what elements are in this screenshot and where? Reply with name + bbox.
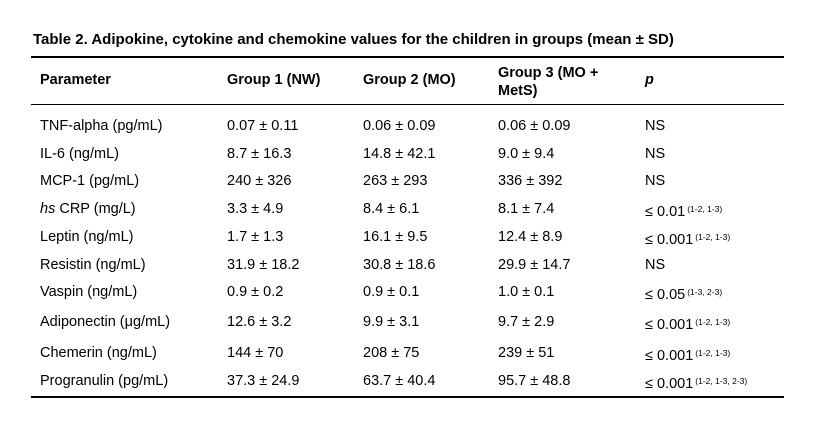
parameter-label: Progranulin (pg/mL) [40, 373, 169, 389]
row-7-parameter: Adiponectin (μg/mL) [40, 313, 170, 331]
p-value-comparisons: (1-2, 1-3, 2-3) [695, 376, 748, 386]
p-value-text: ≤ 0.001 [645, 317, 694, 333]
header-parameter: Parameter [40, 72, 111, 88]
row-6-p-value: ≤ 0.05 (1-3, 2-3) [645, 283, 722, 304]
row-7-p-value: ≤ 0.001 (1-2, 1-3) [645, 313, 730, 334]
row-6-group-3: 1.0 ± 0.1 [498, 284, 555, 300]
row-9-group-2: 63.7 ± 40.4 [363, 373, 436, 389]
parameter-label: MCP-1 (pg/mL) [40, 173, 140, 189]
row-6-group-1: 0.9 ± 0.2 [227, 284, 284, 300]
p-value-text: ≤ 0.001 [645, 348, 694, 364]
table-top-rule [31, 56, 784, 58]
parameter-label: Vaspin (ng/mL) [40, 284, 138, 300]
row-1-p-value: NS [645, 145, 665, 163]
header-group-2: Group 2 (MO) [363, 72, 456, 88]
p-value-comparisons: (1-3, 2-3) [687, 287, 723, 297]
row-3-group-2: 8.4 ± 6.1 [363, 201, 420, 217]
row-9-parameter: Progranulin (pg/mL) [40, 372, 168, 390]
row-1-parameter: IL-6 (ng/mL) [40, 145, 119, 163]
table-bottom-rule [31, 396, 784, 398]
row-2-group-2: 263 ± 293 [363, 173, 428, 189]
row-6-group-2: 0.9 ± 0.1 [363, 284, 420, 300]
parameter-label: IL-6 (ng/mL) [40, 146, 119, 162]
row-7-group-3: 9.7 ± 2.9 [498, 314, 555, 330]
header-group-3-line-2: MetS) [498, 83, 538, 99]
row-1-group-1: 8.7 ± 16.3 [227, 146, 292, 162]
parameter-label: TNF-alpha (pg/mL) [40, 118, 163, 134]
row-4-group-1: 1.7 ± 1.3 [227, 229, 284, 245]
p-value-comparisons: (1-2, 1-3) [695, 317, 731, 327]
row-5-group-1: 31.9 ± 18.2 [227, 257, 300, 273]
p-value-text: NS [645, 173, 666, 189]
row-1-group-2: 14.8 ± 42.1 [363, 146, 436, 162]
row-4-group-3: 12.4 ± 8.9 [498, 229, 563, 245]
row-8-group-2: 208 ± 75 [363, 345, 420, 361]
row-2-parameter: MCP-1 (pg/mL) [40, 172, 139, 190]
row-0-group-2: 0.06 ± 0.09 [363, 118, 436, 134]
header-group-1: Group 1 (NW) [227, 72, 321, 88]
row-9-group-1: 37.3 ± 24.9 [227, 373, 300, 389]
row-4-parameter: Leptin (ng/mL) [40, 228, 134, 246]
header-group-3-line-1: Group 3 (MO + [498, 65, 599, 81]
p-value-comparisons: (1-2, 1-3) [687, 204, 723, 214]
p-value-text: ≤ 0.001 [645, 232, 694, 248]
row-2-p-value: NS [645, 172, 665, 190]
row-9-p-value: ≤ 0.001 (1-2, 1-3, 2-3) [645, 372, 747, 393]
row-8-group-3: 239 ± 51 [498, 345, 555, 361]
row-4-group-2: 16.1 ± 9.5 [363, 229, 428, 245]
row-8-p-value: ≤ 0.001 (1-2, 1-3) [645, 344, 730, 365]
header-p: p [645, 72, 654, 88]
p-value-comparisons: (1-2, 1-3) [695, 232, 731, 242]
parameter-label: Adiponectin (μg/mL) [40, 314, 171, 330]
row-5-parameter: Resistin (ng/mL) [40, 256, 146, 274]
row-2-group-1: 240 ± 326 [227, 173, 292, 189]
row-3-p-value: ≤ 0.01 (1-2, 1-3) [645, 200, 722, 221]
p-value-comparisons: (1-2, 1-3) [695, 348, 731, 358]
row-7-group-2: 9.9 ± 3.1 [363, 314, 420, 330]
p-value-text: ≤ 0.01 [645, 204, 686, 220]
row-8-group-1: 144 ± 70 [227, 345, 284, 361]
header-group-3: Group 3 (MO + MetS) [498, 64, 598, 100]
row-3-parameter: hs CRP (mg/L) [40, 200, 136, 218]
row-0-p-value: NS [645, 117, 665, 135]
row-3-group-1: 3.3 ± 4.9 [227, 201, 284, 217]
parameter-label: Leptin (ng/mL) [40, 229, 134, 245]
row-0-parameter: TNF-alpha (pg/mL) [40, 117, 162, 135]
table-header-rule [31, 104, 784, 105]
p-value-text: NS [645, 146, 666, 162]
p-value-text: NS [645, 257, 666, 273]
table-title: Table 2. Adipokine, cytokine and chemoki… [33, 31, 674, 48]
row-6-parameter: Vaspin (ng/mL) [40, 283, 137, 301]
p-value-text: ≤ 0.001 [645, 376, 694, 392]
row-5-p-value: NS [645, 256, 665, 274]
parameter-prefix: hs [40, 201, 56, 217]
parameter-label: Resistin (ng/mL) [40, 257, 146, 273]
row-3-group-3: 8.1 ± 7.4 [498, 201, 555, 217]
row-0-group-3: 0.06 ± 0.09 [498, 118, 571, 134]
parameter-label: Chemerin (ng/mL) [40, 345, 157, 361]
row-0-group-1: 0.07 ± 0.11 [227, 118, 299, 134]
row-5-group-3: 29.9 ± 14.7 [498, 257, 571, 273]
p-value-text: ≤ 0.05 [645, 287, 686, 303]
row-5-group-2: 30.8 ± 18.6 [363, 257, 436, 273]
parameter-label: CRP (mg/L) [55, 201, 136, 217]
row-9-group-3: 95.7 ± 48.8 [498, 373, 571, 389]
row-8-parameter: Chemerin (ng/mL) [40, 344, 157, 362]
row-1-group-3: 9.0 ± 9.4 [498, 146, 555, 162]
p-value-text: NS [645, 118, 666, 134]
row-7-group-1: 12.6 ± 3.2 [227, 314, 292, 330]
row-4-p-value: ≤ 0.001 (1-2, 1-3) [645, 228, 730, 249]
row-2-group-3: 336 ± 392 [498, 173, 563, 189]
